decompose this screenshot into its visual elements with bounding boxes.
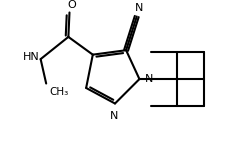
Text: N: N (144, 74, 153, 84)
Text: CH₃: CH₃ (49, 87, 68, 97)
Text: O: O (67, 0, 76, 10)
Text: N: N (109, 111, 117, 121)
Text: HN: HN (23, 52, 40, 62)
Text: N: N (135, 3, 143, 13)
